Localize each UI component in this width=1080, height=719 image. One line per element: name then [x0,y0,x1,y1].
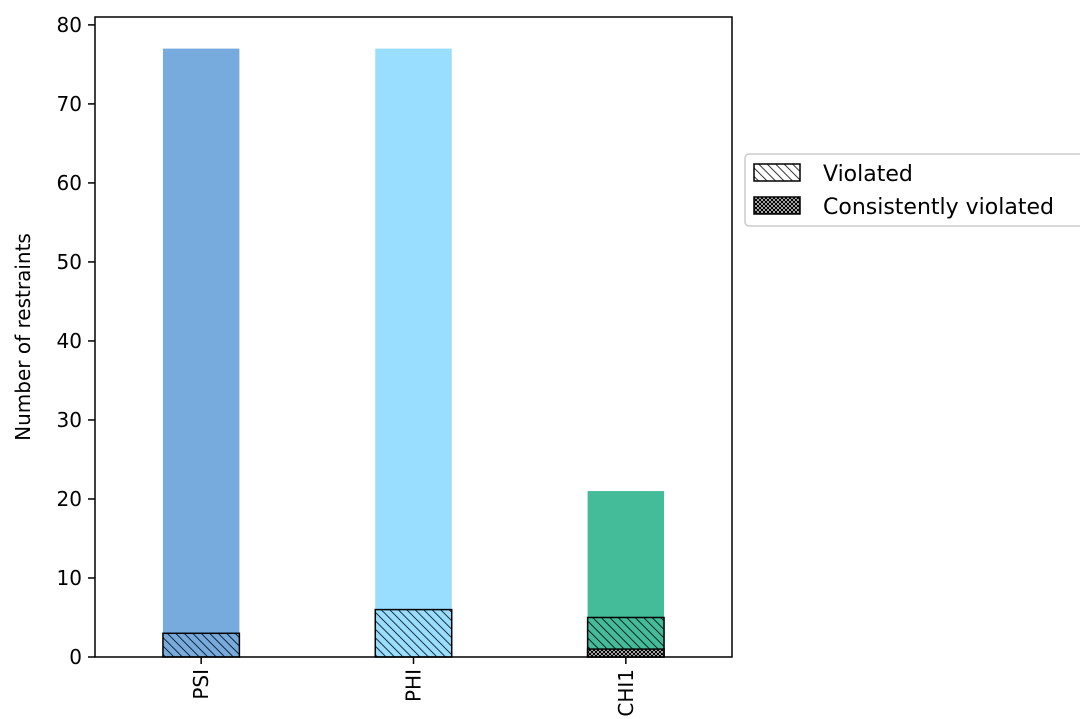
total-bars [162,48,665,658]
consistently-violated-bars [586,648,665,658]
legend-swatch-consistently-violated [753,196,801,215]
legend-swatch-violated [753,163,801,182]
y-tick-label-40: 40 [57,329,82,353]
bar-violated-phi [374,608,453,658]
y-tick-label-50: 50 [57,250,82,274]
x-tick-label-psi: PSI [189,669,213,700]
y-axis: 0 10 20 30 40 50 60 70 80 [57,13,95,669]
bar-total-psi [162,48,240,658]
legend-frame [744,153,1080,227]
y-tick-label-70: 70 [57,92,82,116]
y-axis-label: Number of restraints [11,233,35,441]
y-tick-label-30: 30 [57,408,82,432]
y-tick-label-0: 0 [69,645,82,669]
legend: Violated Consistently violated [744,153,1080,227]
x-tick-label-chi1: CHI1 [614,669,638,717]
x-axis: PSI PHI CHI1 [189,657,638,717]
legend-label-violated: Violated [823,162,913,187]
legend-label-consistently-violated: Consistently violated [823,195,1054,220]
y-tick-label-10: 10 [57,566,82,590]
y-tick-label-80: 80 [57,13,82,37]
y-tick-label-20: 20 [57,487,82,511]
x-tick-label-phi: PHI [402,669,426,702]
bar-total-phi [375,48,452,658]
y-tick-label-60: 60 [57,171,82,195]
bar-consistently-violated-chi1 [586,648,665,658]
bar-violated-psi [162,632,241,658]
